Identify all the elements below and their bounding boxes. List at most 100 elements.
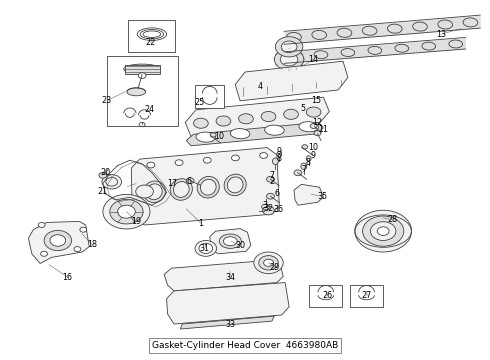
Polygon shape xyxy=(28,221,89,264)
Ellipse shape xyxy=(299,122,318,132)
Circle shape xyxy=(310,123,317,129)
Circle shape xyxy=(99,172,107,178)
Circle shape xyxy=(175,160,183,166)
Circle shape xyxy=(41,251,48,256)
Ellipse shape xyxy=(200,179,216,195)
Text: 6: 6 xyxy=(274,189,279,198)
Circle shape xyxy=(355,210,412,252)
Ellipse shape xyxy=(272,158,278,165)
Ellipse shape xyxy=(227,177,243,193)
Polygon shape xyxy=(180,316,274,329)
Ellipse shape xyxy=(306,156,311,161)
Text: 6: 6 xyxy=(186,177,191,186)
Text: 26: 26 xyxy=(322,292,332,300)
Circle shape xyxy=(80,227,87,232)
Ellipse shape xyxy=(306,107,321,117)
Ellipse shape xyxy=(314,51,328,59)
Ellipse shape xyxy=(230,129,250,139)
Text: Gasket-Cylinder Head Cover  4663980AB: Gasket-Cylinder Head Cover 4663980AB xyxy=(152,341,338,350)
Text: 31: 31 xyxy=(200,244,210,253)
Ellipse shape xyxy=(284,109,298,120)
Text: 27: 27 xyxy=(362,292,371,300)
Circle shape xyxy=(50,235,66,246)
Ellipse shape xyxy=(147,184,162,200)
Ellipse shape xyxy=(219,234,241,248)
Text: 19: 19 xyxy=(131,217,141,226)
Polygon shape xyxy=(167,283,289,324)
Bar xyxy=(125,65,160,74)
Text: 10: 10 xyxy=(215,132,224,141)
Bar xyxy=(195,85,224,108)
Ellipse shape xyxy=(127,88,146,96)
Polygon shape xyxy=(210,229,251,254)
Circle shape xyxy=(44,230,72,251)
Ellipse shape xyxy=(239,114,253,124)
Circle shape xyxy=(136,185,153,198)
Ellipse shape xyxy=(123,64,160,74)
Circle shape xyxy=(38,222,45,228)
Text: 3: 3 xyxy=(262,201,267,210)
Circle shape xyxy=(263,206,274,215)
Bar xyxy=(350,285,383,307)
Ellipse shape xyxy=(173,181,189,197)
Circle shape xyxy=(138,73,146,78)
Ellipse shape xyxy=(277,152,282,157)
Polygon shape xyxy=(185,97,329,137)
Text: 32: 32 xyxy=(264,204,273,213)
Ellipse shape xyxy=(312,30,326,40)
Circle shape xyxy=(370,222,396,240)
Circle shape xyxy=(267,176,274,182)
Ellipse shape xyxy=(449,40,463,48)
Ellipse shape xyxy=(463,18,478,27)
Circle shape xyxy=(302,145,308,149)
Circle shape xyxy=(264,259,273,266)
Polygon shape xyxy=(294,184,323,205)
Text: 30: 30 xyxy=(235,241,245,250)
Ellipse shape xyxy=(368,46,382,54)
Text: 7: 7 xyxy=(270,171,274,180)
Text: 10: 10 xyxy=(309,143,318,152)
Circle shape xyxy=(74,247,81,252)
Circle shape xyxy=(274,49,304,70)
Circle shape xyxy=(259,256,278,270)
Text: 21: 21 xyxy=(98,187,108,196)
Text: 34: 34 xyxy=(225,273,235,282)
Text: 9: 9 xyxy=(310,151,315,160)
Text: 29: 29 xyxy=(270,263,279,271)
Ellipse shape xyxy=(362,26,377,35)
Ellipse shape xyxy=(388,24,402,33)
Text: 33: 33 xyxy=(225,320,235,329)
Text: 16: 16 xyxy=(63,273,73,282)
Text: 2: 2 xyxy=(270,177,274,186)
Text: 15: 15 xyxy=(311,96,321,105)
Circle shape xyxy=(294,170,302,176)
Text: 9: 9 xyxy=(277,147,282,156)
Text: 11: 11 xyxy=(318,125,328,134)
Circle shape xyxy=(275,37,303,57)
Ellipse shape xyxy=(287,53,301,61)
Ellipse shape xyxy=(223,237,237,246)
Circle shape xyxy=(203,157,211,163)
Text: 12: 12 xyxy=(313,118,322,127)
Circle shape xyxy=(254,252,283,274)
Text: 20: 20 xyxy=(100,168,110,177)
Circle shape xyxy=(363,216,404,246)
Text: 17: 17 xyxy=(168,179,177,188)
Polygon shape xyxy=(164,260,283,291)
Ellipse shape xyxy=(143,181,166,203)
Text: 28: 28 xyxy=(387,215,397,224)
Text: 25: 25 xyxy=(195,98,205,107)
Ellipse shape xyxy=(196,132,216,142)
Circle shape xyxy=(199,243,213,253)
Circle shape xyxy=(281,41,297,53)
Ellipse shape xyxy=(287,32,301,41)
Text: 35: 35 xyxy=(318,192,327,201)
Circle shape xyxy=(110,199,143,224)
Text: 22: 22 xyxy=(146,38,156,47)
Ellipse shape xyxy=(197,176,220,198)
Text: 5: 5 xyxy=(300,104,305,112)
Text: 8: 8 xyxy=(277,154,282,163)
Circle shape xyxy=(267,193,274,199)
Text: 36: 36 xyxy=(273,205,283,214)
Circle shape xyxy=(195,240,217,256)
